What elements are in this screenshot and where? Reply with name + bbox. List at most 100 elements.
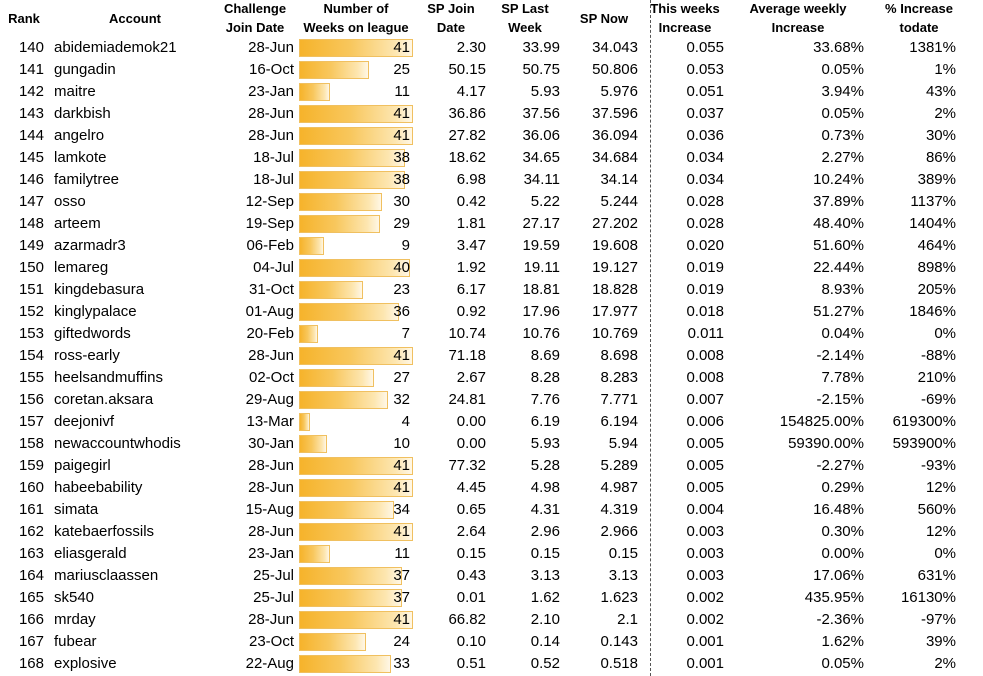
header-sp-now[interactable]: SP Now — [579, 11, 629, 26]
avg-weekly-cell[interactable]: 16.48% — [813, 501, 864, 518]
rank-cell[interactable]: 166 — [18, 611, 44, 628]
join-date-cell[interactable]: 28-Jun — [248, 347, 294, 364]
table-row[interactable]: 146 familytree 18-Jul 6.98 34.11 34.14 0.034 10… — [0, 169, 983, 191]
this-week-cell[interactable]: 0.036 — [686, 127, 724, 144]
sp-last-cell[interactable]: 27.17 — [522, 215, 560, 232]
weeks-cell[interactable]: 41 — [393, 457, 410, 474]
join-date-cell[interactable]: 04-Jul — [253, 259, 294, 276]
weeks-cell[interactable]: 41 — [393, 39, 410, 56]
sp-now-cell[interactable]: 4.319 — [600, 501, 638, 518]
avg-weekly-cell[interactable]: -2.36% — [816, 611, 864, 628]
sp-now-cell[interactable]: 34.043 — [592, 39, 638, 56]
pct-todate-cell[interactable]: 464% — [917, 237, 956, 254]
rank-cell[interactable]: 167 — [18, 633, 44, 650]
sp-last-cell[interactable]: 5.22 — [530, 193, 560, 210]
join-date-cell[interactable]: 06-Feb — [246, 237, 294, 254]
account-cell[interactable]: mrday — [54, 611, 96, 628]
sp-now-cell[interactable]: 50.806 — [592, 61, 638, 78]
table-row[interactable]: 158 newaccountwhodis 30-Jan 0.00 5.93 5.94 0.0… — [0, 433, 983, 455]
pct-todate-cell[interactable]: 631% — [917, 567, 956, 584]
pct-todate-cell[interactable]: 1846% — [909, 303, 956, 320]
weeks-cell[interactable]: 41 — [393, 611, 410, 628]
sp-now-cell[interactable]: 5.244 — [600, 193, 638, 210]
rank-cell[interactable]: 155 — [18, 369, 44, 386]
account-cell[interactable]: familytree — [54, 171, 120, 188]
sp-join-cell[interactable]: 1.92 — [456, 259, 486, 276]
weeks-cell[interactable]: 10 — [393, 435, 410, 452]
weeks-cell[interactable]: 36 — [393, 303, 410, 320]
sp-now-cell[interactable]: 0.143 — [600, 633, 638, 650]
sp-now-cell[interactable]: 37.596 — [592, 105, 638, 122]
header-avg-weekly[interactable]: Average weekly Increase — [749, 1, 847, 35]
table-row[interactable]: 159 paigegirl 28-Jun 77.32 5.28 5.289 0.005 -2.… — [0, 455, 983, 477]
sp-join-cell[interactable]: 0.51 — [456, 655, 486, 672]
header-sp-join[interactable]: SP Join Date — [427, 1, 475, 35]
sp-join-cell[interactable]: 24.81 — [448, 391, 486, 408]
this-week-cell[interactable]: 0.037 — [686, 105, 724, 122]
avg-weekly-cell[interactable]: 51.27% — [813, 303, 864, 320]
sp-last-cell[interactable]: 5.93 — [530, 435, 560, 452]
rank-cell[interactable]: 149 — [18, 237, 44, 254]
weeks-cell[interactable]: 23 — [393, 281, 410, 298]
sp-now-cell[interactable]: 34.14 — [600, 171, 638, 188]
sp-last-cell[interactable]: 5.28 — [530, 457, 560, 474]
pct-todate-cell[interactable]: 12% — [925, 479, 956, 496]
this-week-cell[interactable]: 0.007 — [686, 391, 724, 408]
rank-cell[interactable]: 168 — [18, 655, 44, 672]
table-row[interactable]: 164 mariusclaassen 25-Jul 0.43 3.13 3.13 0.003… — [0, 565, 983, 587]
sp-join-cell[interactable]: 1.81 — [456, 215, 486, 232]
table-row[interactable]: 154 ross-early 28-Jun 71.18 8.69 8.698 0.008 -2… — [0, 345, 983, 367]
weeks-cell[interactable]: 41 — [393, 127, 410, 144]
sp-last-cell[interactable]: 8.28 — [530, 369, 560, 386]
weeks-cell[interactable]: 11 — [394, 83, 410, 100]
weeks-cell[interactable]: 41 — [393, 105, 410, 122]
rank-cell[interactable]: 141 — [18, 61, 44, 78]
account-cell[interactable]: heelsandmuffins — [54, 369, 163, 386]
pct-todate-cell[interactable]: 2% — [934, 105, 956, 122]
sp-now-cell[interactable]: 3.13 — [608, 567, 638, 584]
sp-last-cell[interactable]: 34.11 — [523, 171, 560, 188]
avg-weekly-cell[interactable]: 0.73% — [821, 127, 864, 144]
avg-weekly-cell[interactable]: 59390.00% — [788, 435, 864, 452]
this-week-cell[interactable]: 0.002 — [686, 611, 724, 628]
sp-last-cell[interactable]: 10.76 — [522, 325, 560, 342]
table-row[interactable]: 140 abidemiademok21 28-Jun 2.30 33.99 34.043 0… — [0, 37, 983, 59]
sp-last-cell[interactable]: 1.62 — [530, 589, 560, 606]
sp-join-cell[interactable]: 6.98 — [456, 171, 486, 188]
sp-now-cell[interactable]: 5.289 — [600, 457, 638, 474]
account-cell[interactable]: azarmadr3 — [54, 237, 126, 254]
pct-todate-cell[interactable]: 1137% — [910, 193, 956, 210]
account-cell[interactable]: katebaerfossils — [54, 523, 155, 540]
rank-cell[interactable]: 150 — [18, 259, 44, 276]
sp-join-cell[interactable]: 0.42 — [456, 193, 486, 210]
header-account[interactable]: Account — [109, 11, 161, 26]
sp-last-cell[interactable]: 6.19 — [530, 413, 560, 430]
this-week-cell[interactable]: 0.004 — [686, 501, 724, 518]
sp-now-cell[interactable]: 7.771 — [600, 391, 638, 408]
table-row[interactable]: 157 deejonivf 13-Mar 0.00 6.19 6.194 0.006 1548… — [0, 411, 983, 433]
avg-weekly-cell[interactable]: 0.29% — [821, 479, 864, 496]
join-date-cell[interactable]: 19-Sep — [245, 215, 294, 232]
account-cell[interactable]: arteem — [54, 215, 101, 232]
weeks-cell[interactable]: 37 — [393, 589, 410, 606]
this-week-cell[interactable]: 0.034 — [686, 149, 724, 166]
sp-join-cell[interactable]: 2.67 — [456, 369, 486, 386]
account-cell[interactable]: gungadin — [54, 61, 116, 78]
sp-join-cell[interactable]: 18.62 — [448, 149, 486, 166]
account-cell[interactable]: newaccountwhodis — [54, 435, 181, 452]
this-week-cell[interactable]: 0.020 — [686, 237, 724, 254]
sp-join-cell[interactable]: 4.45 — [456, 479, 486, 496]
join-date-cell[interactable]: 01-Aug — [245, 303, 294, 320]
account-cell[interactable]: fubear — [54, 633, 97, 650]
pct-todate-cell[interactable]: 0% — [934, 545, 956, 562]
pct-todate-cell[interactable]: -97% — [920, 611, 956, 628]
this-week-cell[interactable]: 0.005 — [686, 457, 724, 474]
sp-now-cell[interactable]: 2.1 — [617, 611, 638, 628]
avg-weekly-cell[interactable]: 0.04% — [821, 325, 864, 342]
this-week-cell[interactable]: 0.028 — [686, 215, 724, 232]
rank-cell[interactable]: 163 — [18, 545, 44, 562]
avg-weekly-cell[interactable]: 10.24% — [813, 171, 864, 188]
avg-weekly-cell[interactable]: 0.00% — [821, 545, 864, 562]
account-cell[interactable]: maitre — [54, 83, 96, 100]
table-row[interactable]: 152 kinglypalace 01-Aug 0.92 17.96 17.977 0.01… — [0, 301, 983, 323]
